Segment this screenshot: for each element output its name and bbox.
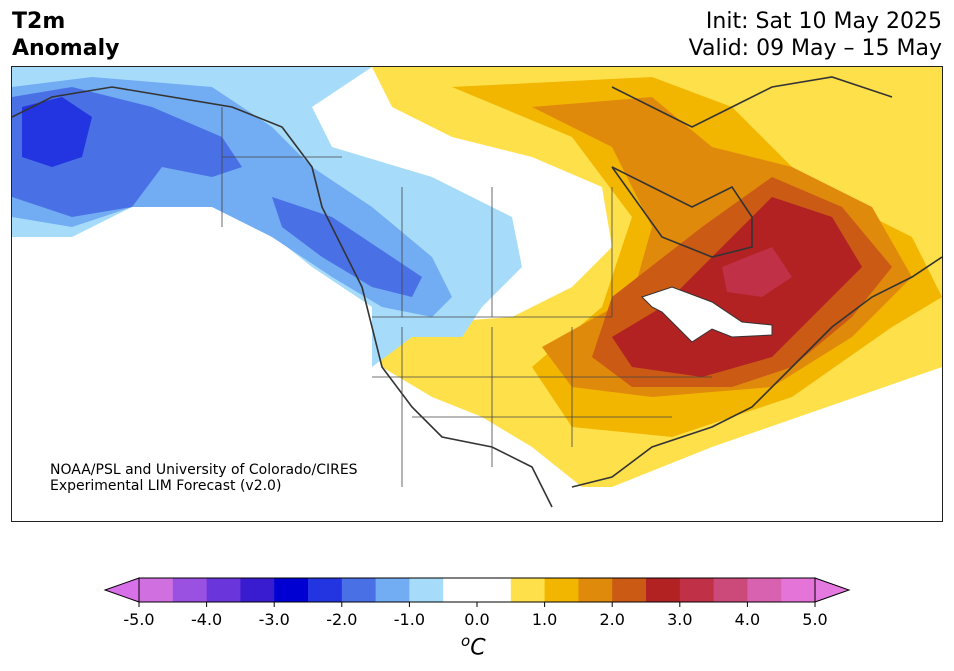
plot-title: T2m Anomaly: [12, 8, 119, 62]
colorbar-unit: oC: [461, 632, 486, 660]
colorbar-segment: [139, 578, 174, 602]
colorbar-segment: [206, 578, 241, 602]
anomaly-region: [272, 197, 422, 297]
colorbar-segment: [341, 578, 377, 602]
map-canvas: [12, 67, 942, 521]
colorbar-segment: [713, 578, 748, 602]
anomaly-map: NOAA/PSL and University of Colorado/CIRE…: [11, 66, 943, 522]
colorbar-segment: [443, 578, 478, 602]
colorbar-segment: [612, 578, 647, 602]
colorbar-tick-label: -4.0: [191, 610, 222, 629]
colorbar-segment: [240, 578, 275, 602]
unit-label: C: [470, 635, 486, 661]
colorbar-under-arrow: [103, 577, 140, 603]
degree-symbol: o: [461, 632, 471, 650]
colorbar-segment: [274, 578, 309, 602]
title-line-1: T2m: [12, 9, 66, 34]
colorbar-tick-label: 5.0: [802, 610, 827, 629]
colorbar-segment: [477, 578, 512, 602]
colorbar-segment: [409, 578, 444, 602]
colorbar-segment: [646, 578, 681, 602]
colorbar-segment: [375, 578, 410, 602]
colorbar: -5.0 -4.0 -3.0 -2.0 -1.0 0.0 1.0 2.0 3.0 4.0 5.0: [103, 577, 851, 629]
colorbar-over-arrow: [814, 577, 851, 603]
credit-line-2: Experimental LIM Forecast (v2.0): [50, 478, 282, 494]
colorbar-segment: [510, 578, 546, 602]
colorbar-tick-label: 0.0: [464, 610, 489, 629]
colorbar-tick-label: -1.0: [394, 610, 425, 629]
colorbar-tick-label: 4.0: [735, 610, 760, 629]
anomaly-region: [722, 247, 792, 297]
colorbar-segment: [679, 578, 715, 602]
great-lakes: [641, 286, 773, 343]
forecast-dates: Init: Sat 10 May 2025 Valid: 09 May – 15…: [689, 8, 942, 62]
coastlines: [12, 76, 942, 508]
title-line-2: Anomaly: [12, 36, 120, 61]
colorbar-tick-label: -5.0: [123, 610, 154, 629]
colorbar-segment: [781, 578, 816, 602]
valid-range: Valid: 09 May – 15 May: [688, 36, 942, 61]
init-date: Init: Sat 10 May 2025: [705, 9, 942, 34]
colorbar-tick-label: -2.0: [326, 610, 357, 629]
colorbar-tick-label: 3.0: [667, 610, 692, 629]
credit-text: NOAA/PSL and University of Colorado/CIRE…: [50, 462, 358, 494]
anomaly-region: [22, 97, 92, 167]
colorbar-tick-label: -3.0: [259, 610, 290, 629]
credit-line-1: NOAA/PSL and University of Colorado/CIRE…: [50, 462, 358, 478]
colorbar-segment: [172, 578, 208, 602]
colorbar-tick-label: 2.0: [599, 610, 624, 629]
colorbar-segment: [308, 578, 343, 602]
political-borders: [221, 107, 712, 487]
colorbar-segment: [544, 578, 579, 602]
colorbar-tick-label: 1.0: [532, 610, 557, 629]
colorbar-segment: [747, 578, 782, 602]
colorbar-segment: [578, 578, 613, 602]
